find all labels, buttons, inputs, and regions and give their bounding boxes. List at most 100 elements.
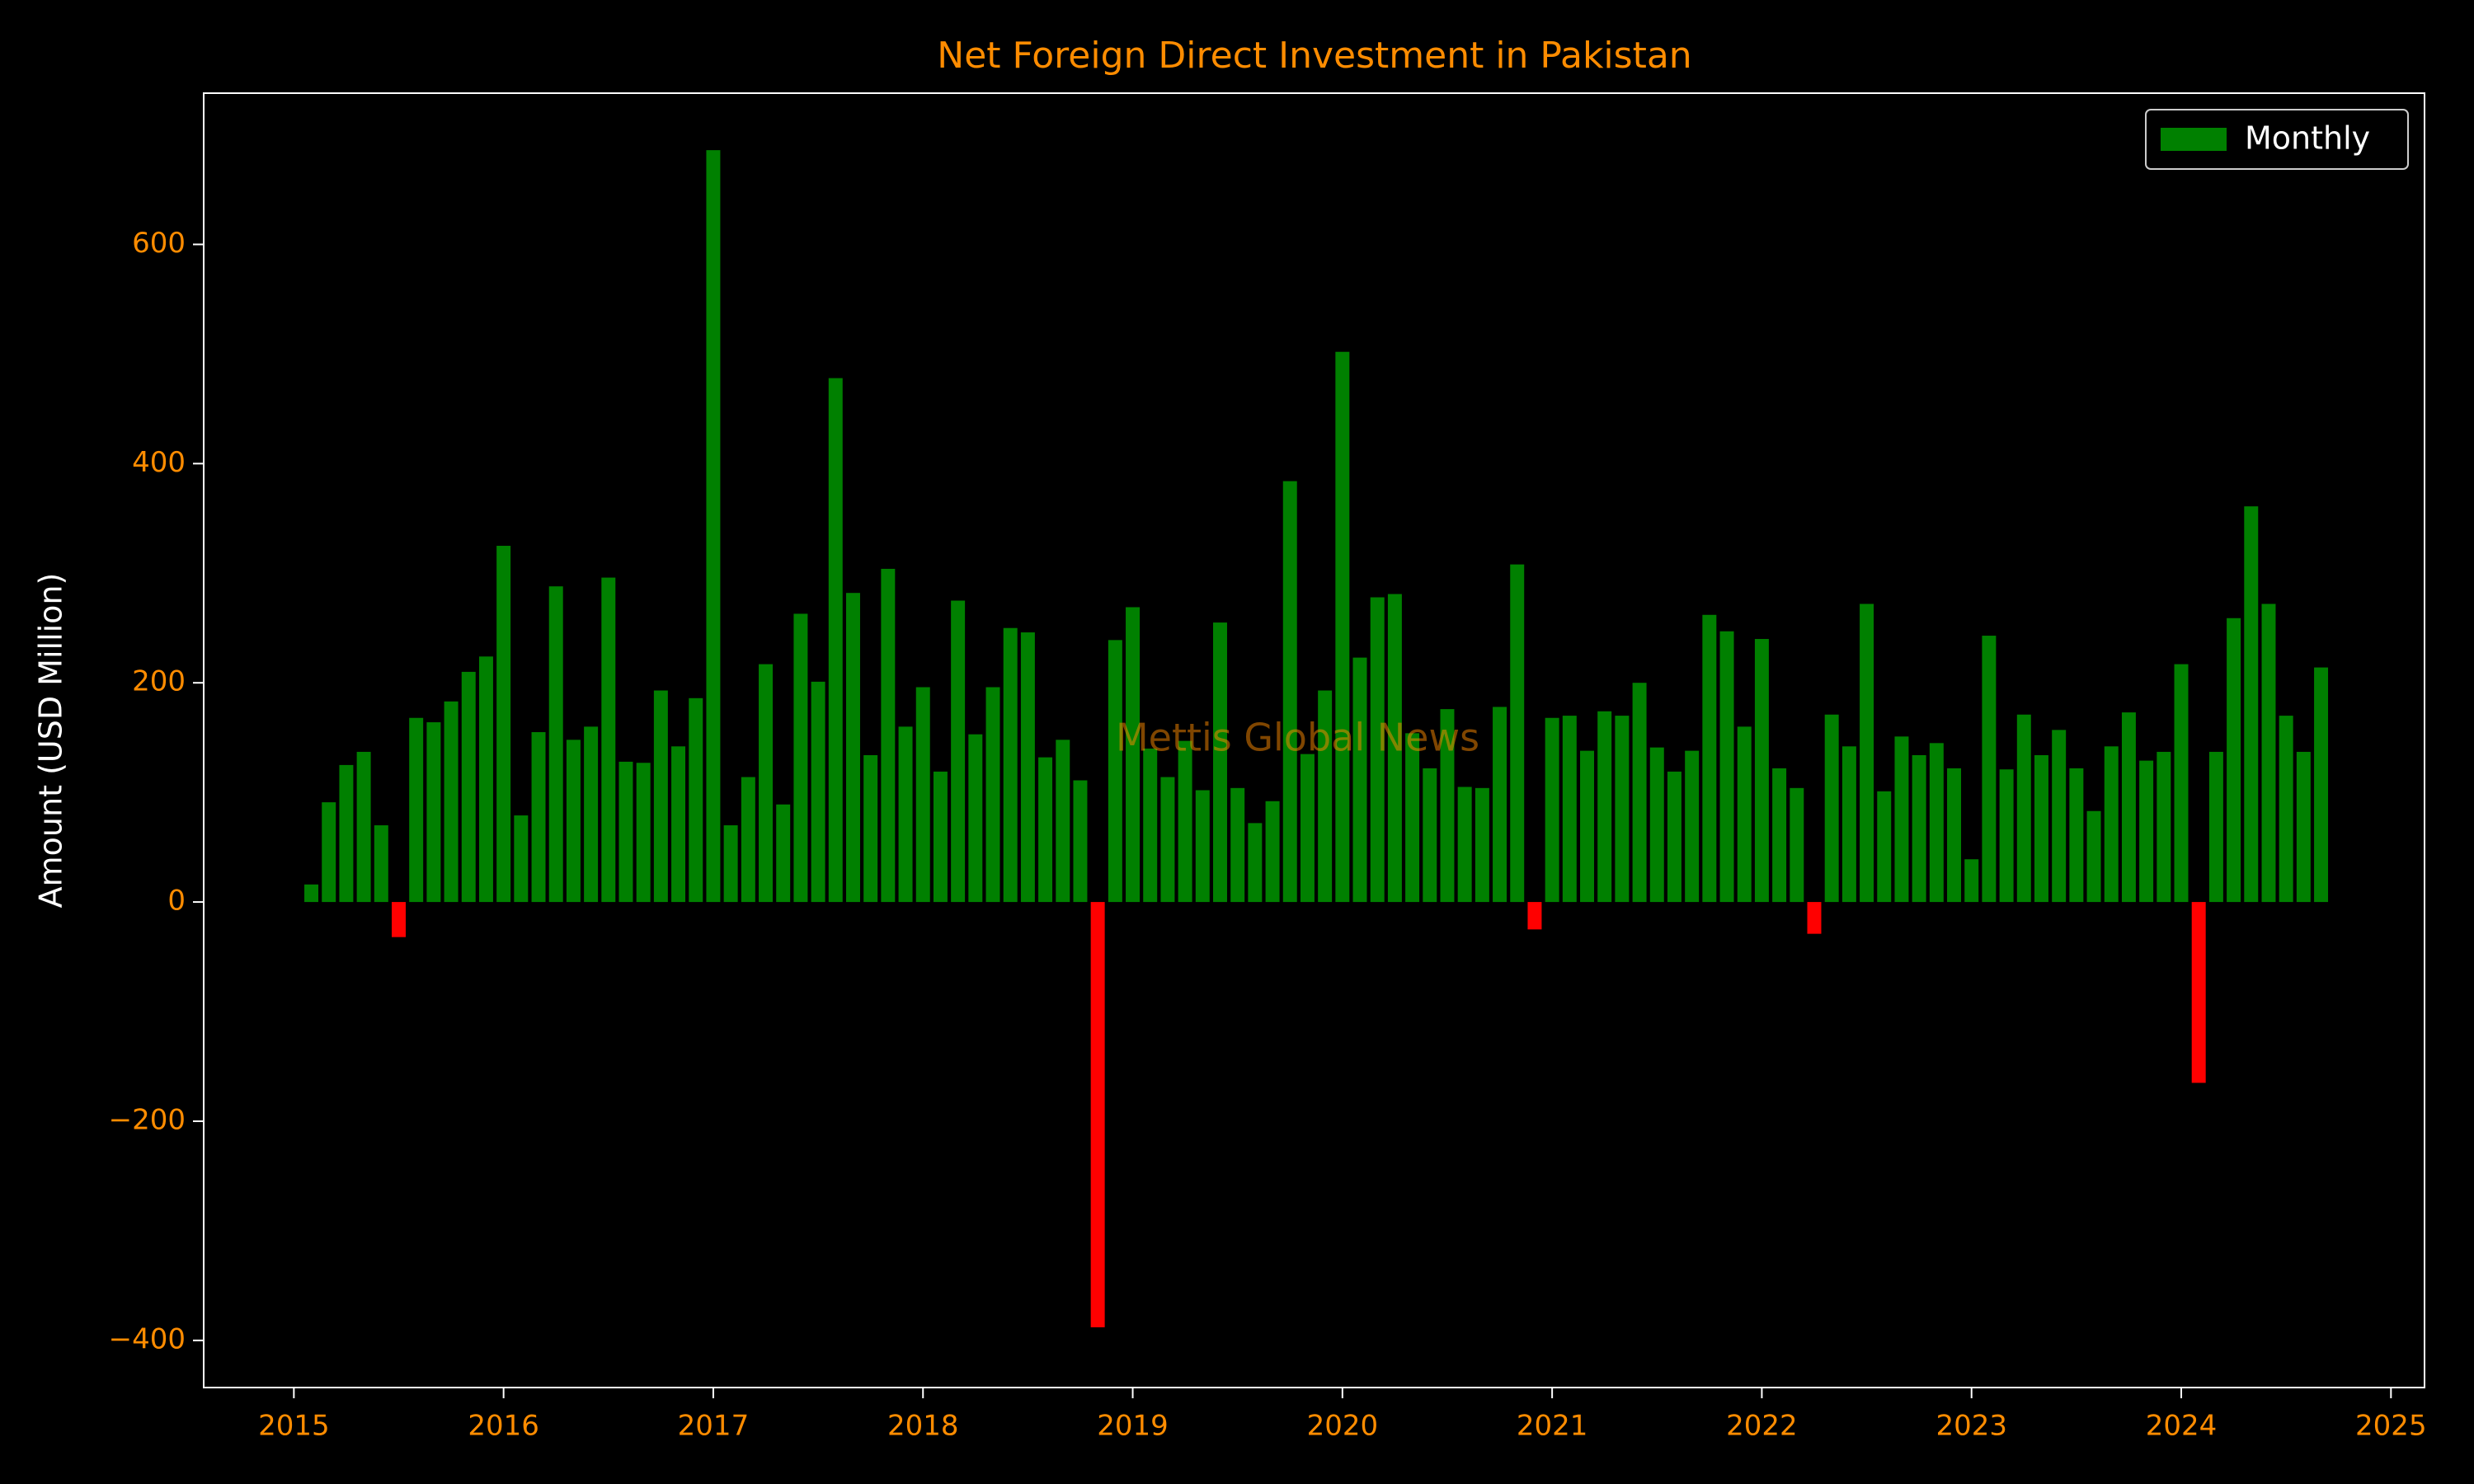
bar	[409, 717, 424, 903]
legend-swatch	[2161, 128, 2227, 151]
bar	[584, 726, 599, 903]
bar	[1580, 750, 1595, 903]
chart-title: Net Foreign Direct Investment in Pakista…	[937, 35, 1691, 77]
bar	[2069, 768, 2084, 903]
bar	[1860, 603, 1874, 903]
bar	[2157, 751, 2171, 903]
bar	[514, 815, 529, 903]
bar	[461, 671, 476, 903]
bar	[1300, 754, 1315, 903]
x-tick-label: 2016	[468, 1410, 539, 1443]
x-tick-label: 2018	[887, 1410, 959, 1443]
bar	[723, 825, 738, 903]
bar	[1352, 657, 1367, 903]
bar	[1457, 787, 1472, 903]
bar	[1964, 859, 1979, 903]
bar	[1667, 771, 1681, 903]
bar	[653, 690, 668, 903]
bar	[2244, 506, 2259, 903]
bar	[1230, 787, 1245, 903]
x-tick-label: 2020	[1307, 1410, 1379, 1443]
x-tick-label: 2017	[678, 1410, 750, 1443]
bar	[1143, 748, 1158, 903]
bar	[1335, 351, 1350, 903]
x-tick-label: 2019	[1097, 1410, 1169, 1443]
bar	[2279, 716, 2293, 903]
bar	[496, 546, 511, 903]
bar	[1020, 632, 1035, 903]
bar	[2121, 712, 2136, 903]
bar	[1003, 627, 1018, 903]
bar	[1649, 747, 1664, 903]
bar	[304, 884, 319, 903]
x-tick-label: 2015	[258, 1410, 330, 1443]
bar	[2314, 667, 2329, 903]
bar	[1056, 740, 1070, 903]
bar	[951, 600, 966, 903]
x-tick-label: 2023	[1935, 1410, 2007, 1443]
y-tick-label: 400	[132, 446, 186, 479]
bar	[1562, 716, 1577, 903]
bar	[636, 763, 651, 903]
y-tick-label: 200	[132, 665, 186, 698]
bar	[1824, 714, 1839, 903]
bar	[1545, 717, 1559, 903]
x-tick-label: 2025	[2355, 1410, 2427, 1443]
y-axis-label: Amount (USD Million)	[33, 573, 69, 909]
bar	[1195, 790, 1210, 903]
bar	[1160, 777, 1175, 903]
x-tick-label: 2024	[2146, 1410, 2218, 1443]
bar	[339, 764, 354, 903]
bar	[968, 734, 983, 903]
bar	[374, 825, 388, 903]
bar	[1318, 690, 1333, 903]
bar	[618, 761, 633, 903]
bar	[1929, 743, 1944, 903]
bar	[985, 687, 1000, 903]
bar	[2086, 810, 2101, 903]
bar	[1475, 787, 1489, 903]
bar	[2191, 902, 2206, 1083]
bar	[689, 697, 703, 903]
bar	[426, 722, 441, 903]
bar	[1772, 768, 1787, 903]
bar	[1265, 801, 1280, 903]
bar	[2208, 751, 2223, 903]
bar	[322, 802, 336, 903]
bar	[444, 701, 459, 903]
bar	[1282, 481, 1297, 903]
bar	[759, 664, 773, 903]
bar	[1387, 594, 1402, 903]
bar	[1894, 736, 1909, 903]
bar	[1632, 683, 1647, 903]
bar	[1685, 750, 1700, 903]
bar	[863, 754, 878, 903]
bar	[2139, 760, 2154, 903]
bar	[828, 378, 843, 903]
bar	[1597, 711, 1612, 903]
bar	[531, 732, 546, 903]
bar	[2261, 603, 2276, 903]
bar	[881, 568, 896, 903]
bar	[392, 902, 406, 937]
bar	[741, 777, 755, 903]
bar	[1912, 754, 1926, 903]
legend-box	[2145, 109, 2409, 170]
y-tick-label: 0	[167, 885, 186, 918]
bar	[2052, 730, 2067, 903]
bar	[1527, 902, 1542, 930]
y-tick-label: −400	[109, 1322, 186, 1355]
bar	[1615, 716, 1630, 903]
bar	[898, 726, 913, 903]
bar	[1423, 768, 1437, 903]
y-tick-label: −200	[109, 1103, 186, 1136]
bar	[1405, 733, 1420, 903]
bar	[478, 656, 493, 903]
bar	[2104, 746, 2119, 903]
y-tick-label: 600	[132, 227, 186, 260]
bar	[2174, 664, 2189, 903]
bar	[1370, 597, 1385, 903]
bar	[1702, 614, 1717, 903]
bar	[1754, 639, 1769, 903]
